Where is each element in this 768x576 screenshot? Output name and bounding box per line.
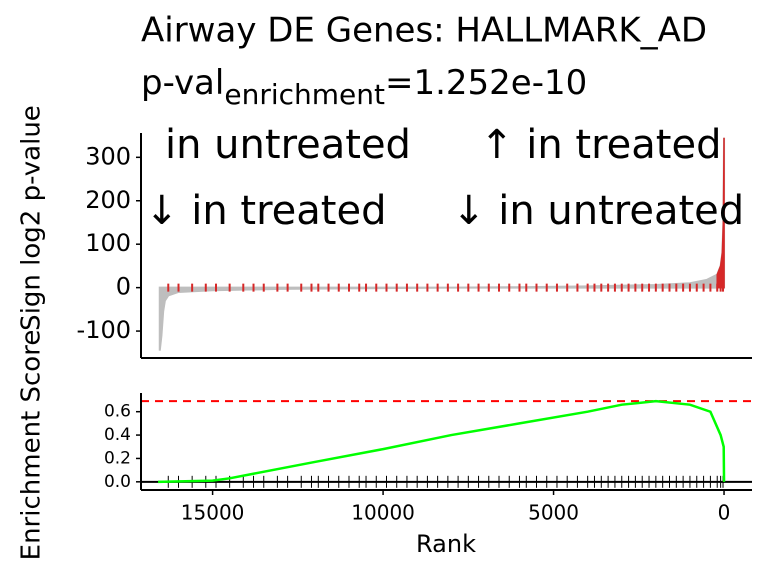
annotation: in untreated — [165, 122, 411, 168]
y-tick-label: 0.2 — [104, 448, 131, 468]
subtitle-main: p-val — [141, 63, 224, 103]
x-tick-label: 10000 — [351, 501, 415, 525]
subtitle-rest: =1.252e-10 — [385, 63, 587, 103]
y-tick-label: -100 — [77, 316, 131, 344]
y-tick-label: 200 — [85, 186, 131, 214]
y-axis-label: Enrichment Score — [17, 330, 47, 561]
y-axis-label: Sign log2 p-value — [17, 105, 47, 331]
annotation: ↓ in untreated — [452, 188, 744, 234]
area — [158, 137, 726, 351]
subtitle-sub: enrichment — [224, 78, 385, 111]
y-tick-label: 0.4 — [104, 425, 131, 445]
chart-title: Airway DE Genes: HALLMARK_AD — [141, 11, 707, 51]
line — [158, 399, 726, 484]
x-tick-label: 15000 — [181, 501, 245, 525]
y-tick-label: 100 — [85, 229, 131, 257]
y-tick-label: 0 — [116, 273, 131, 301]
x-tick-label: 5000 — [528, 501, 579, 525]
y-tick-label: 300 — [85, 142, 131, 170]
x-axis-label: Rank — [416, 530, 476, 558]
annotation: ↑ in treated — [480, 122, 721, 168]
y-tick-label: 0.6 — [104, 402, 131, 422]
subtitle: p-valenrichment=1.252e-10 — [141, 63, 587, 112]
hit-spike — [716, 137, 725, 289]
y-tick-label: 0.0 — [104, 472, 131, 492]
annotation: ↓ in treated — [145, 188, 386, 234]
x-tick-label: 0 — [718, 501, 731, 525]
